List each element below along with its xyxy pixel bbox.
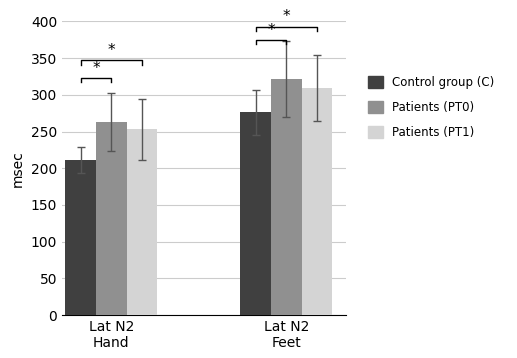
Text: *: * xyxy=(282,9,290,24)
Text: *: * xyxy=(267,23,275,38)
Bar xyxy=(240,112,271,315)
Y-axis label: msec: msec xyxy=(11,150,25,187)
Bar xyxy=(65,160,96,315)
Bar xyxy=(301,88,332,315)
Bar xyxy=(96,122,127,315)
Text: *: * xyxy=(92,61,100,76)
Bar xyxy=(271,79,301,315)
Legend: Control group (C), Patients (PT0), Patients (PT1): Control group (C), Patients (PT0), Patie… xyxy=(363,71,499,144)
Bar xyxy=(127,129,157,315)
Text: *: * xyxy=(108,43,115,58)
